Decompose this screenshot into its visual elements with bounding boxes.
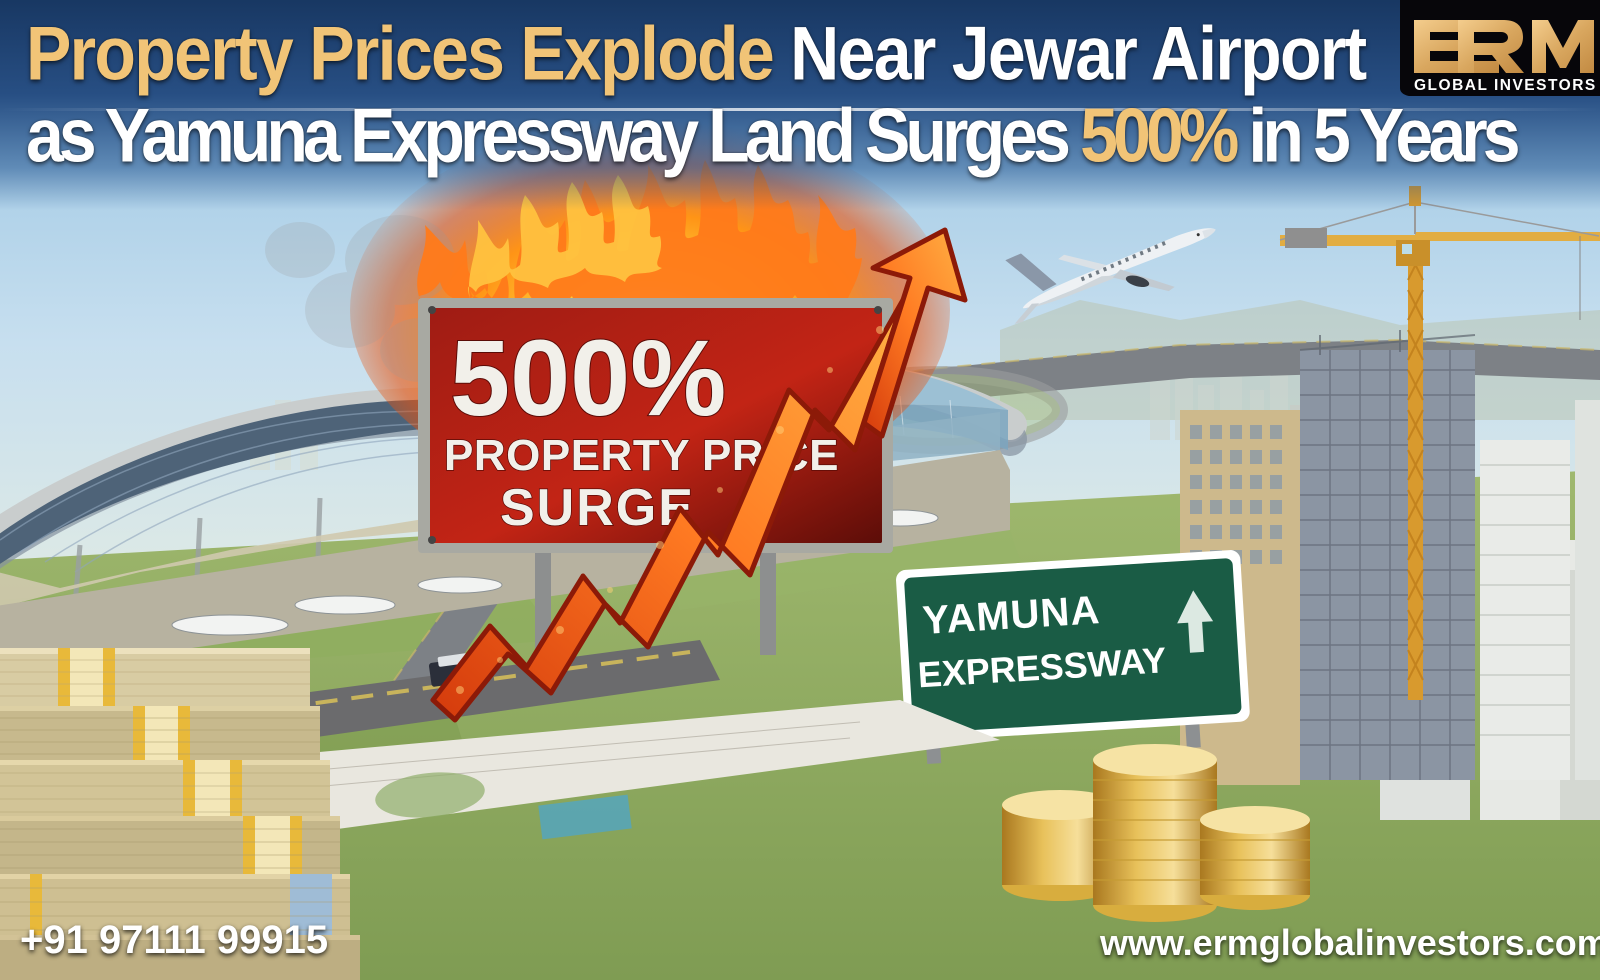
- svg-text:500%: 500%: [450, 317, 726, 438]
- svg-text:SURGE: SURGE: [500, 479, 695, 537]
- svg-text:GLOBAL INVESTORS: GLOBAL INVESTORS: [1414, 77, 1597, 94]
